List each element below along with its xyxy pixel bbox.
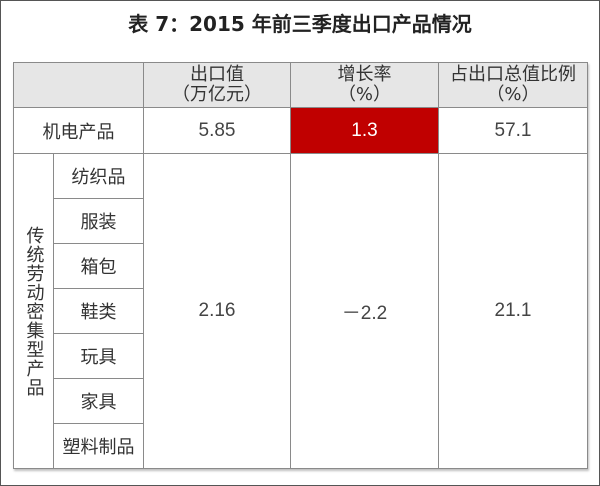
- export-table: 出口值 （万亿元） 增长率 （%） 占出口总值比例 （%） 机电产品 5.85 1.3…: [13, 62, 588, 469]
- header-unit: （%）: [486, 84, 540, 105]
- table-row: 塑料制品: [14, 423, 588, 469]
- header-unit: （万亿元）: [172, 84, 262, 105]
- sub-item: 纺织品: [53, 153, 144, 199]
- group-label-text: 传统劳动密集型产品: [23, 225, 45, 397]
- sub-item: 家具: [53, 378, 144, 424]
- sub-item: 服装: [53, 198, 144, 244]
- group-label: 传统劳动密集型产品: [13, 153, 54, 469]
- table-row: 箱包: [14, 243, 588, 289]
- header-export-value: 出口值 （万亿元）: [143, 62, 291, 108]
- share-cell: 21.1: [438, 153, 588, 469]
- share-cell: 57.1: [438, 107, 588, 154]
- row-label: 机电产品: [13, 107, 144, 154]
- page-title: 表 7：2015 年前三季度出口产品情况: [128, 12, 472, 36]
- header-share: 占出口总值比例 （%）: [438, 62, 588, 108]
- table-row: 鞋类: [14, 288, 588, 334]
- table-row: 机电产品 5.85 1.3 57.1: [13, 107, 588, 154]
- sub-item: 箱包: [53, 243, 144, 289]
- header-growth: 增长率 （%）: [290, 62, 439, 108]
- header-text: 增长率: [337, 64, 392, 85]
- growth-cell-highlighted: 1.3: [290, 107, 439, 154]
- table-row: 传统劳动密集型产品 纺织品 2.16 －2.2 21.1: [13, 153, 588, 469]
- sub-item: 玩具: [53, 333, 144, 379]
- header-empty-cell: [13, 62, 144, 108]
- header-row: 出口值 （万亿元） 增长率 （%） 占出口总值比例 （%）: [13, 62, 588, 108]
- header-text: 出口值: [190, 64, 244, 85]
- export-value-cell: 5.85: [143, 107, 291, 154]
- header-text: 占出口总值比例: [450, 64, 576, 85]
- header-unit: （%）: [337, 84, 392, 105]
- sub-item: 鞋类: [53, 288, 144, 334]
- growth-cell: －2.2: [290, 153, 439, 469]
- export-value-cell: 2.16: [143, 153, 291, 469]
- sub-item: 塑料制品: [53, 423, 144, 469]
